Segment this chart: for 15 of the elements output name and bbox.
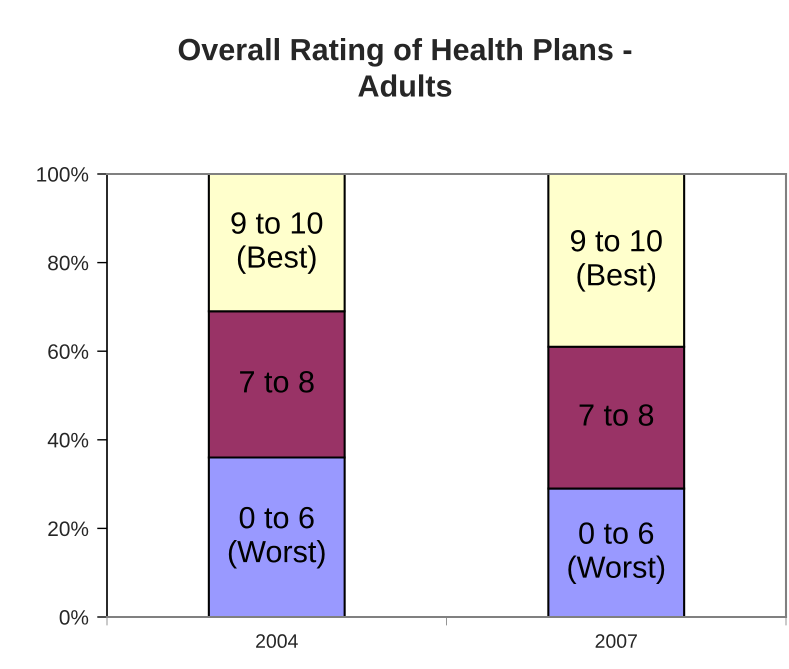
y-tick-label: 100% (37, 167, 88, 182)
y-tick-label: 20% (48, 521, 88, 536)
text: 0 to 6 (Worst) (568, 522, 664, 584)
y-tick-label: 40% (48, 432, 88, 448)
chart-title: Overall Rating of Health Plans - Adults (178, 38, 632, 97)
series-label: 7 to 8 (240, 370, 314, 393)
x-tick-label: 2007 (596, 634, 637, 648)
text: 9 to 10 (Best) (570, 230, 662, 292)
x-tick-label: 2004 (256, 634, 298, 648)
series-label: 0 to 6 (Worst) (228, 506, 325, 568)
text: 7 to 8 (580, 404, 654, 426)
series-label: 9 to 10 (Best) (231, 212, 322, 274)
y-tick-label: 0% (60, 610, 88, 625)
y-tick-label: 80% (48, 256, 88, 270)
y-tick-label: 60% (48, 344, 88, 359)
